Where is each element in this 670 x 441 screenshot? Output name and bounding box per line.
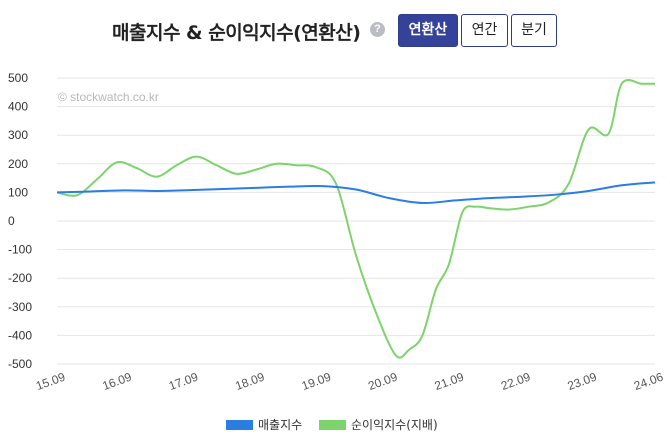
legend-swatch-sales: [226, 419, 253, 430]
x-tick-label: 23.09: [566, 370, 599, 394]
x-tick-label: 18.09: [233, 370, 266, 394]
legend-label-profit: 순이익지수(지배): [351, 418, 438, 432]
y-tick-label: -300: [8, 300, 32, 314]
sales-index-line: [56, 181, 656, 205]
x-tick-label: 16.09: [100, 370, 133, 394]
y-tick-label: -200: [8, 271, 32, 285]
chart-title: 매출지수 & 순이익지수(연환산): [112, 22, 361, 44]
y-tick-label: -100: [8, 243, 32, 257]
x-tick-label: 24.06: [632, 370, 665, 394]
series-lines: [56, 79, 656, 359]
x-tick-label: 19.09: [300, 370, 333, 394]
help-icon[interactable]: ?: [370, 22, 385, 37]
chart-grid: [57, 77, 655, 365]
net-profit-index-line: [56, 79, 655, 359]
x-tick-label: 21.09: [433, 370, 466, 394]
chart-header: 매출지수 & 순이익지수(연환산) ? 연환산 연간 분기: [0, 10, 670, 50]
y-axis-ticks: 500 400 300 200 100 0 -100 -200 -300 -400 -500: [8, 71, 32, 371]
chart-legend: 매출지수 순이익지수(지배): [0, 416, 670, 436]
y-tick-label: 400: [8, 100, 28, 114]
annual-button[interactable]: 연간: [461, 14, 508, 47]
legend-label-sales: 매출지수: [258, 418, 303, 432]
legend-item-sales[interactable]: 매출지수: [226, 416, 302, 433]
watermark-text: © stockwatch.co.kr: [58, 90, 159, 104]
x-axis-ticks: 15.09 16.09 17.09 18.09 19.09 20.09 21.09 22.09…: [34, 370, 665, 394]
annualized-button[interactable]: 연환산: [398, 14, 458, 47]
quarterly-button[interactable]: 분기: [511, 14, 557, 47]
y-tick-label: 200: [8, 157, 28, 171]
y-tick-label: 500: [8, 71, 28, 85]
x-tick-label: 20.09: [366, 370, 399, 394]
x-tick-label: 15.09: [34, 370, 67, 394]
x-tick-label: 17.09: [167, 370, 200, 394]
y-tick-label: -400: [8, 328, 32, 342]
y-tick-label: -500: [8, 357, 32, 371]
legend-swatch-profit: [319, 419, 346, 430]
y-tick-label: 100: [8, 185, 28, 199]
x-tick-label: 22.09: [499, 370, 532, 394]
legend-item-profit[interactable]: 순이익지수(지배): [319, 416, 438, 433]
y-tick-label: 300: [8, 128, 28, 142]
y-tick-label: 0: [8, 214, 15, 228]
